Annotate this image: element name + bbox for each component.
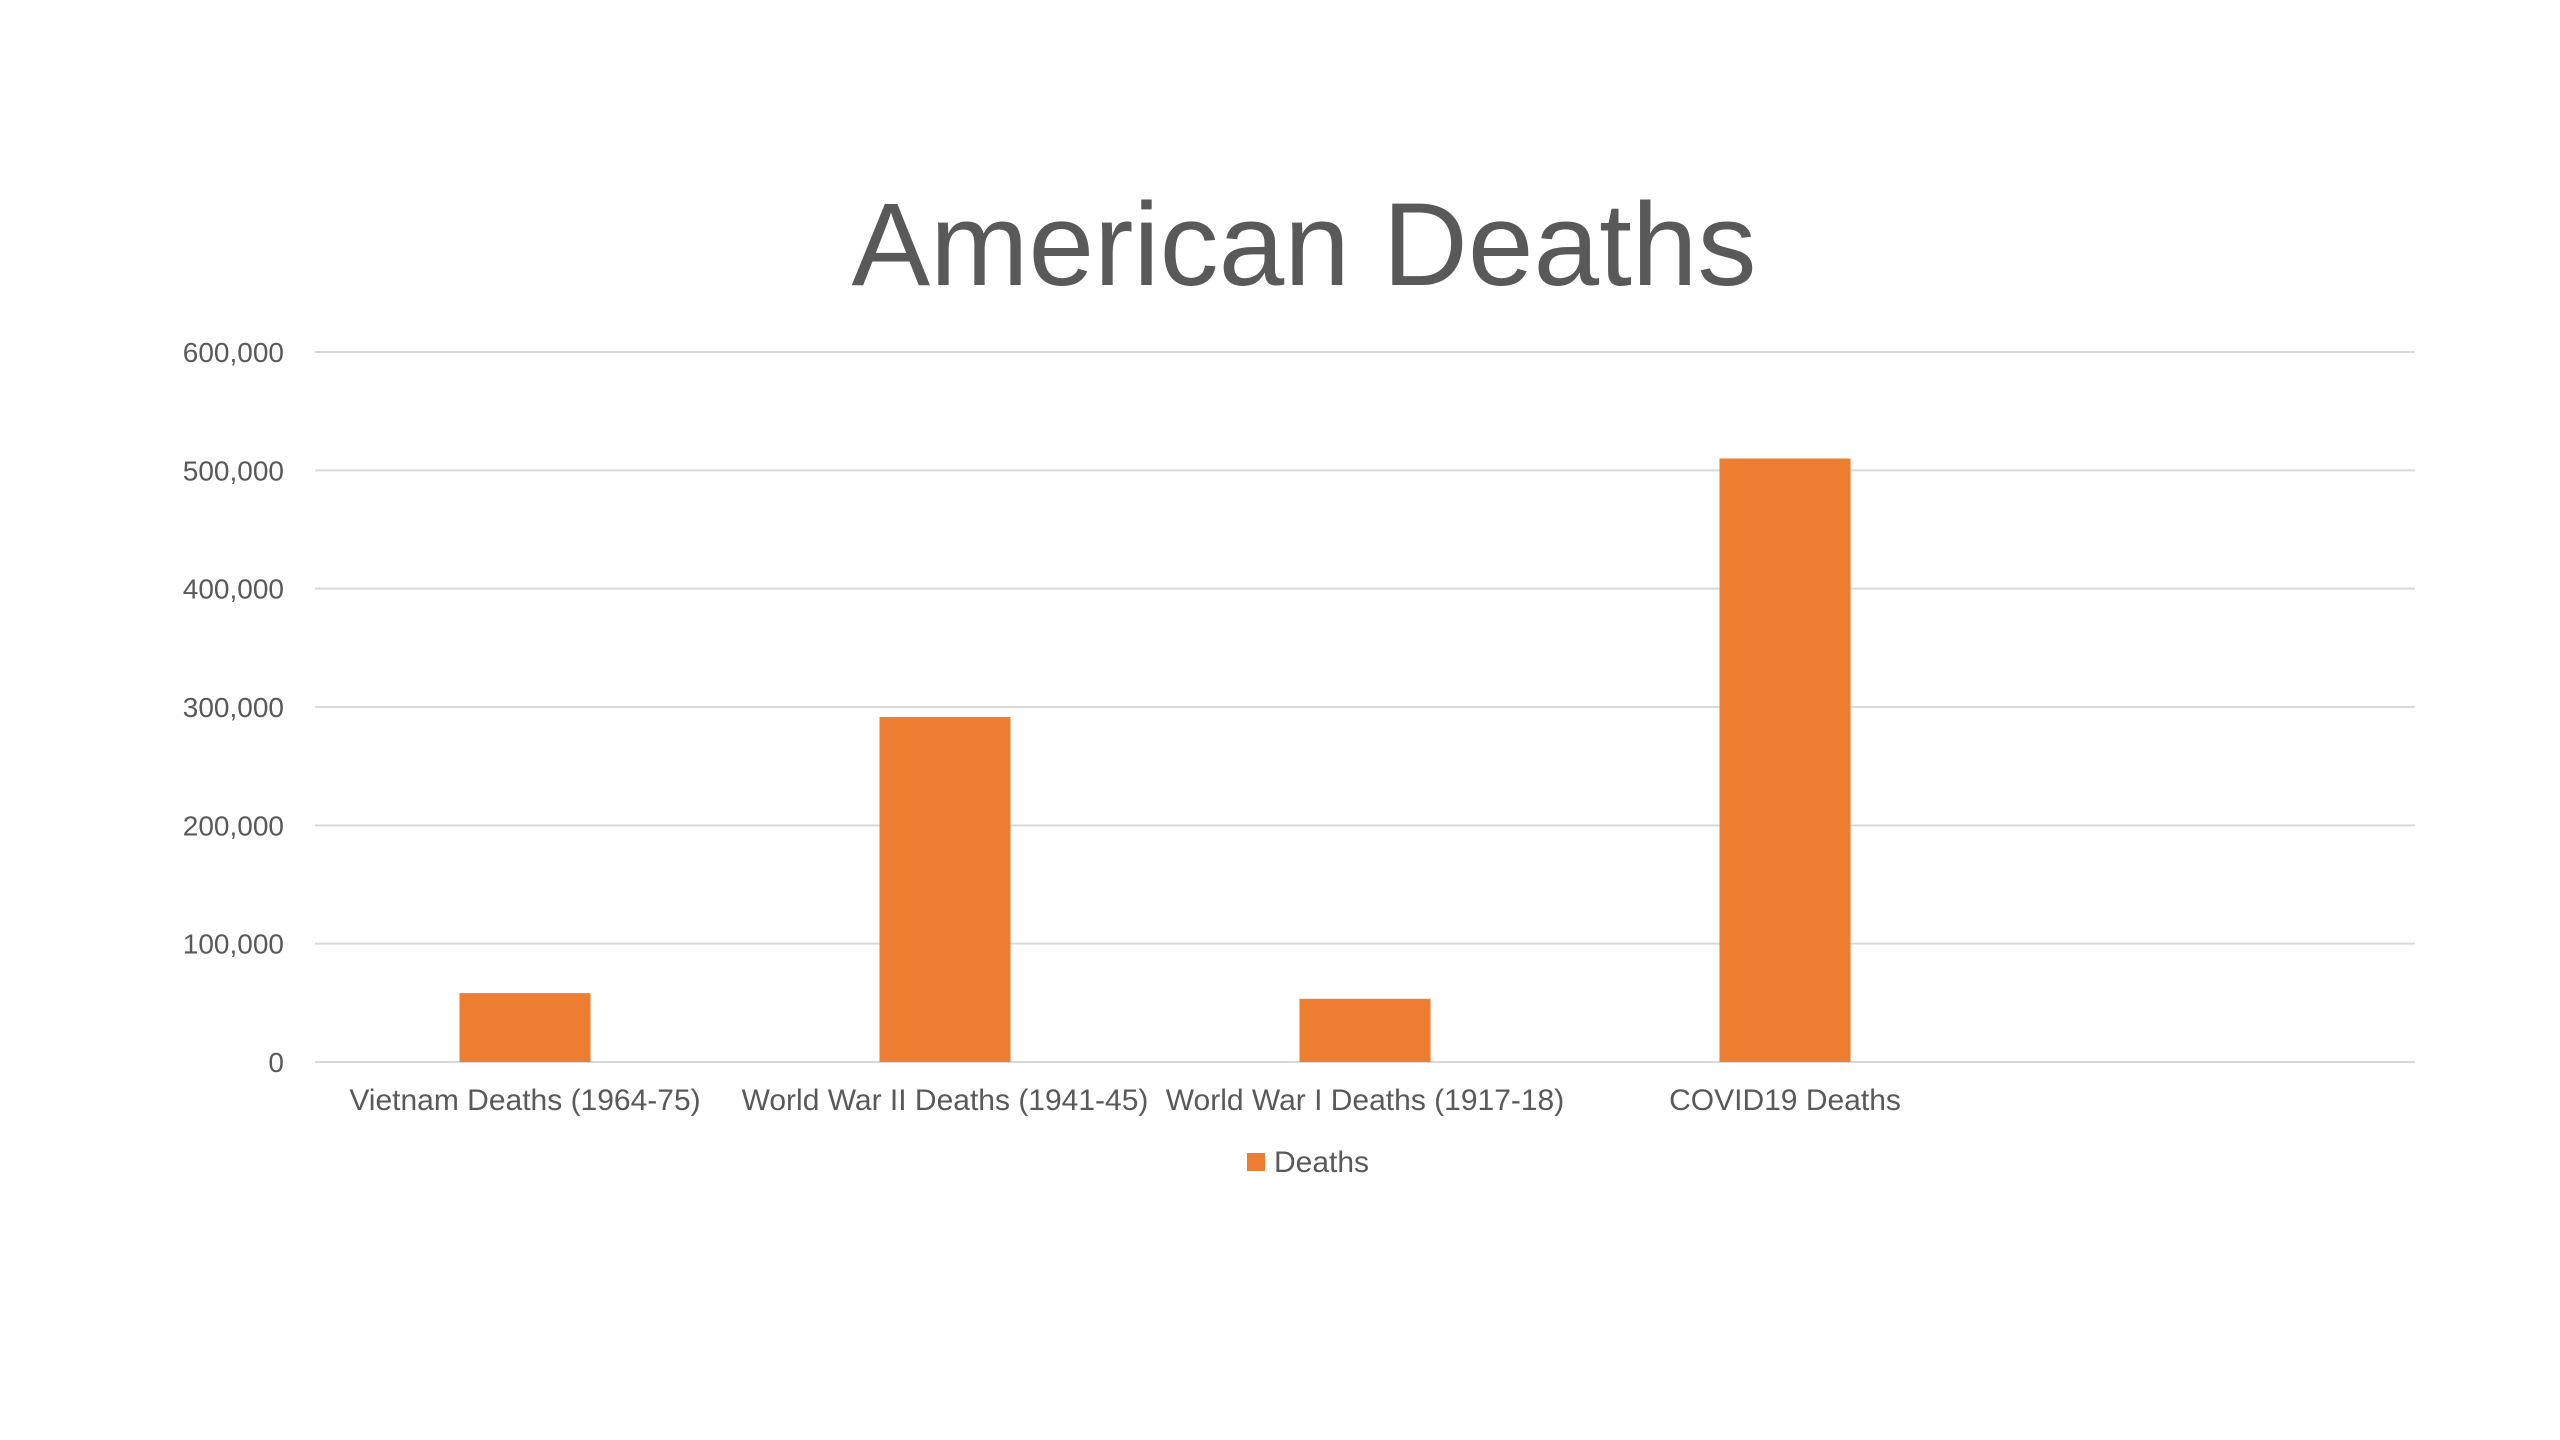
legend-swatch-deaths [1247, 1153, 1265, 1171]
x-category-label: Vietnam Deaths (1964-75) [349, 1084, 700, 1117]
x-category-label: COVID19 Deaths [1669, 1084, 1901, 1117]
bar [879, 716, 1011, 1062]
x-category-label: World War II Deaths (1941-45) [742, 1084, 1149, 1117]
bar [1299, 998, 1431, 1062]
y-tick-label: 300,000 [183, 692, 284, 723]
legend: Deaths [1247, 1146, 1369, 1179]
x-axis-category-labels: Vietnam Deaths (1964-75) World War II Dea… [349, 1084, 1901, 1117]
y-tick-label: 0 [268, 1047, 284, 1078]
y-tick-label: 600,000 [183, 337, 284, 368]
legend-label-deaths: Deaths [1274, 1146, 1369, 1179]
y-axis-tick-labels: 0 100,000 200,000 300,000 400,000 500,000 600,… [183, 337, 284, 1078]
y-tick-label: 100,000 [183, 929, 284, 960]
chart-title: American Deaths [851, 179, 1756, 311]
bar [1719, 458, 1851, 1062]
x-category-label: World War I Deaths (1917-18) [1166, 1084, 1564, 1117]
y-tick-label: 400,000 [183, 574, 284, 605]
y-tick-label: 200,000 [183, 810, 284, 841]
bars [459, 458, 1851, 1062]
y-tick-label: 500,000 [183, 455, 284, 486]
bar [459, 993, 591, 1062]
gridlines [315, 351, 2415, 1063]
